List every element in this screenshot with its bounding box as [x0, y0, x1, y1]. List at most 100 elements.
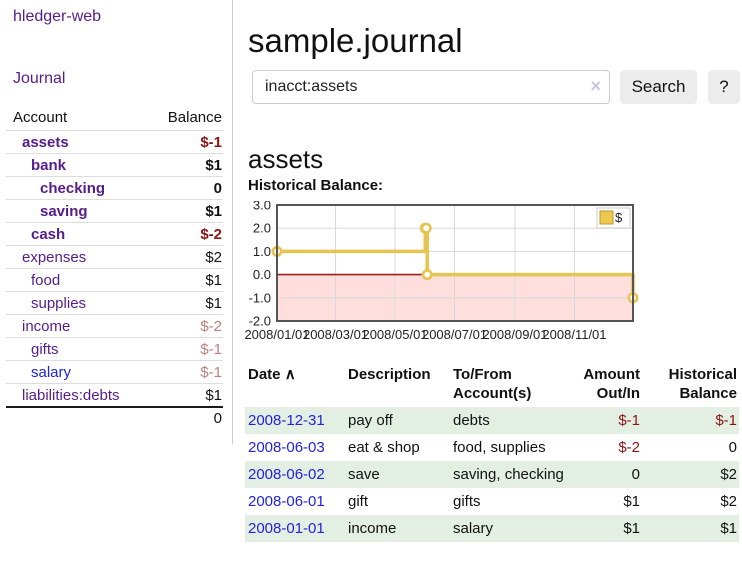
- transaction-date-link[interactable]: 2008-06-03: [248, 439, 325, 456]
- page-title: sample.journal: [248, 22, 463, 60]
- account-row: supplies $1: [6, 291, 223, 314]
- account-link[interactable]: liabilities:debts: [22, 386, 120, 404]
- account-balance: $2: [205, 248, 222, 266]
- transaction-balance: $-1: [715, 412, 737, 429]
- transactions-header-row: Date ∧ Description To/From Account(s) Amo…: [245, 362, 739, 407]
- account-balance: $-2: [200, 317, 222, 335]
- account-link[interactable]: cash: [31, 225, 66, 243]
- transaction-row: 2008-06-03 eat & shop food, supplies $-2 0: [245, 434, 739, 461]
- accounts-total-row: 0: [6, 406, 223, 429]
- transaction-amount: 0: [631, 466, 640, 483]
- column-balance[interactable]: Historical Balance: [668, 366, 737, 402]
- account-balance: 0: [213, 179, 222, 197]
- account-heading: assets: [248, 143, 324, 174]
- account-row: gifts $-1: [6, 337, 223, 360]
- transaction-row: 2008-12-31 pay off debts $-1 $-1: [245, 407, 739, 434]
- account-row: checking 0: [6, 176, 223, 199]
- svg-text:1.0: 1.0: [253, 244, 271, 259]
- account-balance: $-2: [200, 225, 222, 243]
- account-link[interactable]: food: [31, 271, 61, 289]
- sidebar-item-journal[interactable]: Journal: [13, 70, 66, 87]
- transactions-table: Date ∧ Description To/From Account(s) Amo…: [245, 362, 739, 542]
- account-link[interactable]: salary: [31, 363, 72, 381]
- account-row: food $1: [6, 268, 223, 291]
- svg-text:2008/09/01: 2008/09/01: [482, 327, 547, 342]
- column-date-sort[interactable]: Date ∧: [248, 366, 296, 383]
- accounts-total-value: 0: [213, 410, 222, 427]
- svg-text:2008/11/01: 2008/11/01: [542, 327, 606, 342]
- transaction-amount: $1: [623, 520, 640, 537]
- search-input[interactable]: [252, 70, 610, 104]
- account-row: bank $1: [6, 153, 223, 176]
- column-description[interactable]: Description: [348, 366, 431, 383]
- transaction-description: gift: [348, 493, 369, 510]
- clear-search-icon[interactable]: ×: [590, 76, 601, 96]
- help-button[interactable]: ?: [708, 70, 740, 104]
- transaction-amount: $-2: [618, 439, 640, 456]
- account-balance: $-1: [200, 340, 222, 358]
- account-balance: $1: [205, 271, 222, 289]
- account-link[interactable]: bank: [31, 156, 67, 174]
- app-brand-link[interactable]: hledger-web: [13, 8, 102, 25]
- accounts-table-header: Account Balance: [6, 106, 223, 130]
- search-button[interactable]: Search: [620, 70, 697, 104]
- account-row: saving $1: [6, 199, 223, 222]
- account-balance: $1: [205, 386, 222, 404]
- sidebar: hledger-web Journal Account Balance asse…: [0, 0, 233, 444]
- account-balance: $1: [205, 156, 222, 174]
- transaction-balance: $2: [720, 466, 737, 483]
- account-balance: $-1: [200, 363, 222, 381]
- transaction-balance: $1: [720, 520, 737, 537]
- svg-text:2008/01/01: 2008/01/01: [244, 327, 309, 342]
- svg-text:2.0: 2.0: [253, 221, 271, 236]
- transaction-accounts: debts: [453, 412, 490, 429]
- transaction-accounts: food, supplies: [453, 439, 546, 456]
- transaction-date-link[interactable]: 2008-01-01: [248, 520, 325, 537]
- svg-text:-2.0: -2.0: [249, 314, 271, 329]
- account-balance: $-1: [200, 133, 222, 151]
- svg-text:2008/05/01: 2008/05/01: [362, 327, 427, 342]
- svg-text:$: $: [615, 210, 623, 225]
- accounts-column-balance: Balance: [167, 109, 222, 126]
- account-row: income $-2: [6, 314, 223, 337]
- transaction-description: eat & shop: [348, 439, 420, 456]
- account-row: expenses $2: [6, 245, 223, 268]
- transaction-row: 2008-06-02 save saving, checking 0 $2: [245, 461, 739, 488]
- chart-title: Historical Balance:: [248, 177, 384, 194]
- account-link[interactable]: assets: [22, 133, 69, 151]
- column-amount[interactable]: Amount Out/In: [583, 366, 640, 402]
- account-link[interactable]: saving: [40, 202, 88, 220]
- transaction-accounts: saving, checking: [453, 466, 564, 483]
- transaction-balance: $2: [720, 493, 737, 510]
- transaction-date-link[interactable]: 2008-12-31: [248, 412, 325, 429]
- transaction-date-link[interactable]: 2008-06-02: [248, 466, 325, 483]
- account-balance: $1: [205, 294, 222, 312]
- transaction-date-link[interactable]: 2008-06-01: [248, 493, 325, 510]
- chart-canvas: $3.0 2.0 1.0 0.0 -1.0 -2.02008/01/012008/03/0…: [244, 198, 639, 342]
- account-link[interactable]: income: [22, 317, 71, 335]
- svg-text:2008/07/01: 2008/07/01: [422, 327, 487, 342]
- svg-text:2008/03/01: 2008/03/01: [303, 327, 368, 342]
- account-row: salary $-1: [6, 360, 223, 383]
- transaction-description: save: [348, 466, 380, 483]
- account-link[interactable]: expenses: [22, 248, 87, 266]
- accounts-table: Account Balance assets $-1 bank $1 checking 0…: [6, 106, 223, 429]
- account-row: cash $-2: [6, 222, 223, 245]
- svg-text:0.0: 0.0: [253, 267, 271, 282]
- account-row: liabilities:debts $1: [6, 383, 223, 406]
- account-link[interactable]: gifts: [31, 340, 59, 358]
- account-link[interactable]: checking: [40, 179, 106, 197]
- transaction-row: 2008-01-01 income salary $1 $1: [245, 515, 739, 542]
- account-row: assets $-1: [6, 130, 223, 153]
- transaction-description: pay off: [348, 412, 393, 429]
- transaction-accounts: gifts: [453, 493, 481, 510]
- transaction-balance: 0: [728, 439, 737, 456]
- sort-ascending-icon: ∧: [284, 366, 296, 383]
- transaction-amount: $-1: [618, 412, 640, 429]
- historical-balance-chart: $3.0 2.0 1.0 0.0 -1.0 -2.0 2008/01/01 2008/03/0…: [243, 198, 742, 354]
- transaction-row: 2008-06-01 gift gifts $1 $2: [245, 488, 739, 515]
- column-accounts[interactable]: To/From Account(s): [453, 366, 532, 402]
- accounts-column-account: Account: [13, 109, 68, 126]
- svg-text:-1.0: -1.0: [249, 290, 271, 305]
- account-link[interactable]: supplies: [31, 294, 87, 312]
